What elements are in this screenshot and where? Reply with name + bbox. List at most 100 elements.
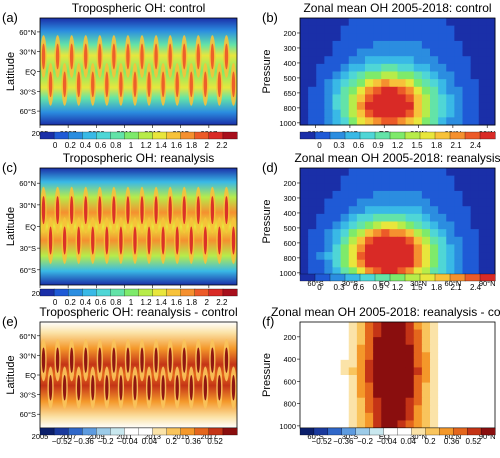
heatmap-cell (389, 18, 398, 27)
heatmap-cell (397, 252, 407, 261)
heatmap-cell (340, 337, 350, 346)
seasonal-peak-core (196, 43, 200, 70)
heatmap-cell (430, 94, 439, 103)
seasonal-peak-core (217, 375, 222, 401)
heatmap-cell (454, 367, 463, 376)
heatmap-cell (308, 63, 317, 72)
y-tick-label: 400 (283, 209, 296, 218)
colorbar-tick-label: 0.36 (444, 437, 460, 446)
chart-title: Tropospheric OH: reanalysis - control (39, 305, 237, 319)
y-tick-label: 800 (283, 104, 296, 113)
heatmap-cell (316, 397, 325, 406)
seasonal-peak-core (62, 375, 67, 401)
heatmap-cell (413, 206, 423, 215)
colorbar-swatch (166, 288, 182, 297)
heatmap-cell (381, 329, 390, 338)
heatmap-cell (348, 375, 358, 384)
x-tick-label: 60°S (307, 279, 323, 288)
heatmap-cell (454, 405, 463, 414)
panel-label: (d) (262, 160, 278, 175)
colorbar-tick-label: 0 (317, 141, 322, 150)
heatmap-cell (373, 33, 382, 42)
heatmap-cell (462, 244, 472, 253)
heatmap-cell (446, 375, 455, 384)
heatmap-cell (430, 329, 439, 338)
heatmap-cell (478, 267, 488, 276)
heatmap-cell (446, 252, 455, 261)
heatmap-cell (397, 102, 407, 111)
heatmap-cell (389, 229, 398, 238)
x-tick-label: 2009 (88, 432, 105, 441)
heatmap-cell (332, 375, 342, 384)
heatmap-cell (413, 236, 423, 245)
heatmap-cell (413, 56, 423, 65)
heatmap-cell (324, 190, 333, 200)
heatmap-cell (446, 25, 455, 34)
seasonal-peak-core (126, 43, 130, 70)
y-tick-label: 200 (283, 179, 296, 188)
heatmap-cell (348, 337, 358, 346)
heatmap-cell (340, 259, 350, 268)
colorbar-tick-label: 0.8 (110, 141, 122, 150)
colorbar-tick-label: −0.2 (357, 437, 373, 446)
heatmap-cell (356, 33, 366, 42)
heatmap-cell (373, 198, 382, 207)
heatmap-cell (486, 229, 496, 238)
heatmap-cell (324, 48, 333, 57)
heatmap-cell (413, 63, 423, 72)
colorbar-tick-label: 0.2 (65, 141, 77, 150)
seasonal-peak-core (182, 43, 186, 70)
heatmap-cell (446, 390, 455, 399)
heatmap-cell (381, 359, 390, 368)
x-tick-label: 30°N (410, 432, 427, 441)
heatmap-cell (389, 168, 398, 177)
heatmap-cell (470, 71, 480, 80)
heatmap-cell (470, 206, 480, 215)
heatmap-cell (430, 190, 439, 200)
colorbar-swatch (180, 131, 196, 140)
heatmap-cell (421, 183, 431, 192)
heatmap-cell (413, 168, 423, 177)
heatmap-cell (413, 337, 423, 346)
heatmap-cell (478, 18, 488, 27)
colorbar-swatch (166, 131, 182, 140)
colorbar-tick-label: 2.1 (450, 283, 462, 292)
chart-title: Zonal mean OH 2005-2018: reanalysis (294, 151, 500, 165)
colorbar-swatch (299, 273, 316, 282)
y-tick-label: 1000 (279, 119, 296, 128)
heatmap-cell (381, 390, 390, 399)
y-tick-label: 30°S (20, 391, 36, 400)
heatmap-cell (316, 183, 325, 192)
heatmap-cell (462, 175, 472, 184)
heatmap-cell (389, 183, 398, 192)
colorbar-swatch (138, 427, 154, 436)
heatmap-cell (454, 213, 463, 222)
colorbar-tick-label: 2.2 (216, 141, 228, 150)
heatmap-cell (340, 405, 350, 414)
heatmap-cell (438, 382, 447, 391)
y-tick-label: 60°N (19, 332, 36, 341)
heatmap-cell (348, 352, 358, 361)
heatmap-cell (300, 109, 309, 118)
colorbar-swatch (466, 427, 482, 436)
heatmap-cell (454, 33, 463, 42)
heatmap-cell (478, 405, 488, 414)
y-tick-label: 1000 (279, 422, 296, 431)
heatmap-cell (462, 198, 472, 207)
heatmap-cell (446, 236, 455, 245)
heatmap-cell (340, 33, 350, 42)
heatmap-cell (470, 375, 480, 384)
heatmap-cell (381, 322, 390, 331)
colorbar-tick-label: 0.6 (95, 298, 107, 307)
heatmap-cell (356, 18, 366, 27)
heatmap-cell (308, 352, 317, 361)
heatmap-cell (462, 252, 472, 261)
seasonal-peak-core (48, 71, 53, 98)
heatmap-cell (324, 71, 333, 80)
seasonal-peak-core (154, 347, 158, 373)
heatmap-cell (324, 236, 333, 245)
colorbar-swatch (82, 427, 97, 436)
heatmap-cell (462, 190, 472, 200)
heatmap-cell (365, 102, 374, 111)
colorbar-tick-label: 0.6 (95, 141, 107, 150)
